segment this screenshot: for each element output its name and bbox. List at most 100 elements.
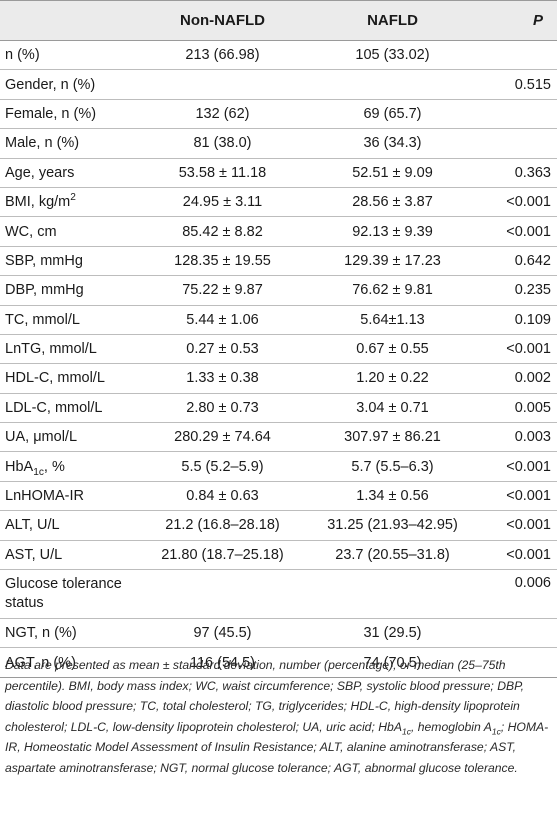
data-table: Non-NAFLD NAFLD P n (%) 213 (66.98) 105 … xyxy=(0,0,557,678)
nafld-value: 31.25 (21.93–42.95) xyxy=(327,517,458,534)
non-nafld-value: 132 (62) xyxy=(195,105,250,122)
p-value: <0.001 xyxy=(506,546,551,563)
nafld-value: 28.56 ± 3.87 xyxy=(352,194,433,211)
nafld-value: 129.39 ± 17.23 xyxy=(344,252,441,269)
table-row: n (%) 213 (66.98) 105 (33.02) xyxy=(0,41,557,71)
nafld-value: 23.7 (20.55–31.8) xyxy=(335,546,450,563)
nafld-value: 52.51 ± 9.09 xyxy=(352,164,433,181)
nafld-value: 1.20 ± 0.22 xyxy=(356,370,429,387)
row-label: Female, n (%) xyxy=(5,105,97,122)
non-nafld-value: 97 (45.5) xyxy=(193,625,252,642)
nafld-value: 92.13 ± 9.39 xyxy=(352,223,433,240)
header-nafld: NAFLD xyxy=(367,12,418,29)
nafld-value: 5.7 (5.5–6.3) xyxy=(351,458,434,475)
table-row: LnHOMA-IR 0.84 ± 0.63 1.34 ± 0.56 <0.001 xyxy=(0,482,557,512)
table-row: HDL-C, mmol/L 1.33 ± 0.38 1.20 ± 0.22 0.… xyxy=(0,364,557,394)
non-nafld-value: 0.84 ± 0.63 xyxy=(186,488,259,505)
non-nafld-value: 128.35 ± 19.55 xyxy=(174,252,271,269)
non-nafld-value: 1.33 ± 0.38 xyxy=(186,370,259,387)
p-value: 0.003 xyxy=(514,429,551,446)
non-nafld-value: 5.5 (5.2–5.9) xyxy=(181,458,264,475)
nafld-value: 69 (65.7) xyxy=(363,105,422,122)
table-row: BMI, kg/m2 24.95 ± 3.11 28.56 ± 3.87 <0.… xyxy=(0,188,557,218)
table-row: AGT, n (%) 116 (54.5) 74 (70.5) xyxy=(0,648,557,678)
table-footnote: Data are presented as mean ± standard de… xyxy=(5,655,552,778)
row-label: LnTG, mmol/L xyxy=(5,341,97,358)
non-nafld-value: 24.95 ± 3.11 xyxy=(182,194,263,211)
non-nafld-value: 280.29 ± 74.64 xyxy=(174,429,271,446)
row-label: HbA1c, % xyxy=(0,458,140,478)
row-label: NGT, n (%) xyxy=(5,625,77,642)
nafld-value: 76.62 ± 9.81 xyxy=(352,282,433,299)
p-value: 0.002 xyxy=(514,370,551,387)
row-label: ALT, U/L xyxy=(5,517,60,534)
header-non-nafld: Non-NAFLD xyxy=(180,12,265,29)
nafld-value: 0.67 ± 0.55 xyxy=(356,341,429,358)
row-label-subscript: 1c xyxy=(33,466,44,478)
table-row: Female, n (%) 132 (62) 69 (65.7) xyxy=(0,100,557,130)
footnote-subscript: 1c xyxy=(491,725,501,736)
non-nafld-value: 21.80 (18.7–25.18) xyxy=(161,546,284,563)
row-label: BMI, kg/m2 xyxy=(0,192,140,211)
footnote-text: , hemoglobin A xyxy=(410,719,492,734)
p-value: 0.363 xyxy=(514,164,551,181)
non-nafld-value: 116 (54.5) xyxy=(189,654,256,671)
footnote-text: Data are presented as mean ± standard de… xyxy=(5,658,525,734)
nafld-value: 74 (70.5) xyxy=(363,654,422,671)
p-value: 0.515 xyxy=(514,76,551,93)
row-label-main: BMI, kg/m xyxy=(5,194,71,211)
nafld-value: 3.04 ± 0.71 xyxy=(356,399,429,416)
row-label: Gender, n (%) xyxy=(5,76,96,93)
table-row: TC, mmol/L 5.44 ± 1.06 5.64±1.13 0.109 xyxy=(0,306,557,335)
table-row: AST, U/L 21.80 (18.7–25.18) 23.7 (20.55–… xyxy=(0,541,557,571)
row-label-superscript: 2 xyxy=(70,192,76,204)
p-value: 0.642 xyxy=(514,252,551,269)
p-value: <0.001 xyxy=(506,194,551,211)
non-nafld-value: 21.2 (16.8–28.18) xyxy=(165,517,280,534)
p-value: <0.001 xyxy=(506,517,551,534)
p-value: 0.005 xyxy=(514,399,551,416)
nafld-value: 31 (29.5) xyxy=(363,625,422,642)
table-row: LDL-C, mmol/L 2.80 ± 0.73 3.04 ± 0.71 0.… xyxy=(0,394,557,424)
row-label: DBP, mmHg xyxy=(5,282,84,299)
row-label: LnHOMA-IR xyxy=(5,488,84,505)
footnote-subscript: 1c xyxy=(401,725,411,736)
non-nafld-value: 53.58 ± 11.18 xyxy=(178,164,267,181)
nafld-value: 5.64±1.13 xyxy=(360,311,425,328)
non-nafld-value: 0.27 ± 0.53 xyxy=(186,341,259,358)
row-label: TC, mmol/L xyxy=(5,311,80,328)
table-row: SBP, mmHg 128.35 ± 19.55 129.39 ± 17.23 … xyxy=(0,247,557,277)
table-header-row: Non-NAFLD NAFLD P xyxy=(0,0,557,41)
row-label: UA, μmol/L xyxy=(5,429,78,446)
row-label: SBP, mmHg xyxy=(5,252,83,269)
nafld-value: 36 (34.3) xyxy=(363,135,422,152)
row-label: WC, cm xyxy=(5,223,57,240)
row-label: LDL-C, mmol/L xyxy=(5,399,103,416)
row-label: n (%) xyxy=(5,47,40,64)
row-label-tail: , % xyxy=(43,458,65,475)
nafld-value: 105 (33.02) xyxy=(355,47,430,64)
row-label: AGT, n (%) xyxy=(5,654,76,671)
p-value: <0.001 xyxy=(506,488,551,505)
table-row: NGT, n (%) 97 (45.5) 31 (29.5) xyxy=(0,619,557,649)
table-row: ALT, U/L 21.2 (16.8–28.18) 31.25 (21.93–… xyxy=(0,511,557,541)
p-value: <0.001 xyxy=(506,223,551,240)
table-row: Gender, n (%) 0.515 xyxy=(0,70,557,100)
row-label: AST, U/L xyxy=(5,546,63,563)
p-value: 0.235 xyxy=(514,282,551,299)
non-nafld-value: 81 (38.0) xyxy=(193,135,252,152)
row-label: Male, n (%) xyxy=(5,135,80,152)
non-nafld-value: 2.80 ± 0.73 xyxy=(186,399,259,416)
table-row: Glucose tolerance status 0.006 xyxy=(0,570,557,620)
header-p-value: P xyxy=(532,12,543,29)
row-label: Glucose tolerance status xyxy=(5,576,122,612)
p-value: <0.001 xyxy=(506,458,551,475)
nafld-value: 1.34 ± 0.56 xyxy=(356,488,429,505)
non-nafld-value: 75.22 ± 9.87 xyxy=(182,282,263,299)
row-label: Age, years xyxy=(5,164,75,181)
row-label-main: HbA xyxy=(5,458,34,475)
table-row: WC, cm 85.42 ± 8.82 92.13 ± 9.39 <0.001 xyxy=(0,217,557,247)
non-nafld-value: 85.42 ± 8.82 xyxy=(182,223,263,240)
nafld-value: 307.97 ± 86.21 xyxy=(344,429,441,446)
table-row: UA, μmol/L 280.29 ± 74.64 307.97 ± 86.21… xyxy=(0,423,557,453)
